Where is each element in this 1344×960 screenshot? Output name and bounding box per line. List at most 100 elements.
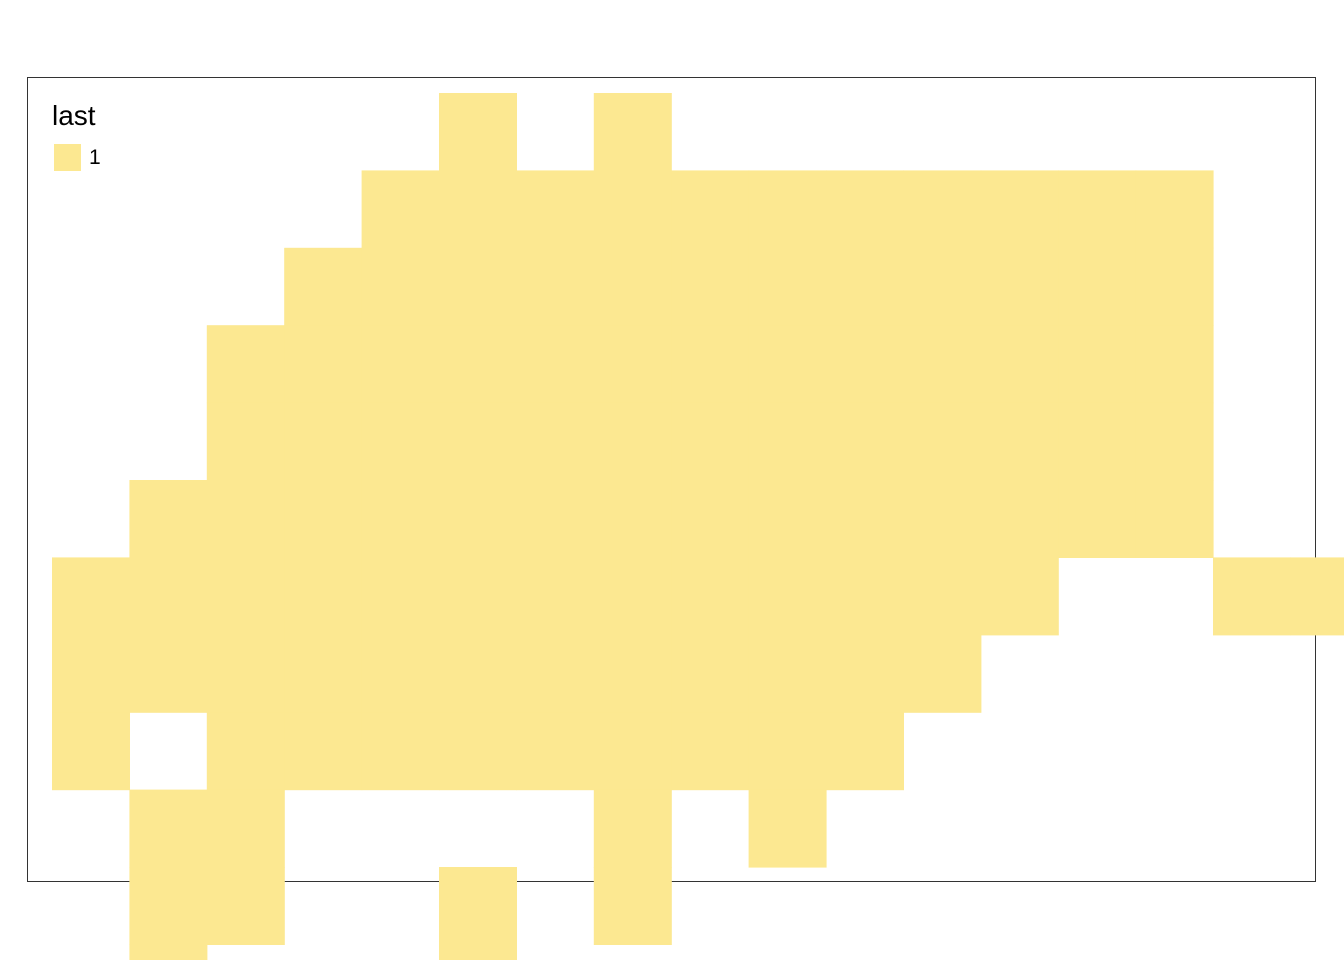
raster-cell <box>129 557 208 636</box>
raster-cell <box>439 712 517 791</box>
raster-cell <box>206 789 285 868</box>
legend: last 1 <box>52 102 101 171</box>
raster-cell <box>361 712 440 791</box>
raster-cell <box>206 402 285 481</box>
raster-cell <box>284 712 363 791</box>
raster-cell <box>671 170 750 249</box>
raster-cell <box>748 712 827 791</box>
raster-cell <box>593 712 672 791</box>
raster-cell <box>52 557 130 636</box>
raster-cell <box>284 634 363 713</box>
raster-cell <box>593 557 672 636</box>
raster-cell <box>439 944 517 960</box>
raster-cell <box>748 480 827 558</box>
raster-cell <box>284 557 363 636</box>
raster-cell <box>284 480 363 558</box>
raster-cell <box>903 557 982 636</box>
raster-cell <box>516 634 595 713</box>
raster-cell <box>284 402 363 481</box>
legend-title: last <box>52 100 96 131</box>
raster-cell <box>52 634 130 713</box>
raster-cell <box>439 325 517 404</box>
raster-cell <box>129 634 208 713</box>
raster-cell <box>671 712 750 791</box>
raster-cell <box>1058 402 1137 481</box>
raster-cell <box>1058 170 1137 249</box>
raster-cell <box>980 480 1059 558</box>
raster-cell <box>1213 557 1291 636</box>
raster-cell <box>980 402 1059 481</box>
raster-cell <box>206 325 285 404</box>
raster-cell <box>1058 325 1137 404</box>
raster-cell <box>593 634 672 713</box>
legend-label: 1 <box>89 145 101 169</box>
raster-cell <box>361 634 440 713</box>
raster-cell <box>129 867 208 945</box>
raster-cell <box>671 247 750 326</box>
raster-cell <box>361 480 440 558</box>
raster-cell <box>593 789 672 868</box>
raster-cell <box>361 557 440 636</box>
raster-cell <box>980 170 1059 249</box>
raster-cell <box>903 480 982 558</box>
raster-cell <box>206 712 285 791</box>
raster-cell <box>1058 247 1137 326</box>
raster-cell <box>516 480 595 558</box>
raster-cell <box>826 480 904 558</box>
raster-cell <box>284 247 363 326</box>
raster-cell <box>826 712 904 791</box>
raster-cell <box>593 170 672 249</box>
raster-cell <box>826 170 904 249</box>
raster-cell <box>439 402 517 481</box>
raster-cell <box>826 325 904 404</box>
raster-cell <box>129 944 208 960</box>
raster-cell <box>593 867 672 945</box>
raster-cell <box>980 247 1059 326</box>
raster-cell <box>516 557 595 636</box>
raster-cell <box>361 325 440 404</box>
raster-cell <box>439 634 517 713</box>
raster-cell <box>439 867 517 945</box>
raster-cell <box>1135 480 1214 558</box>
raster-cell <box>1290 557 1344 636</box>
raster-cell <box>671 634 750 713</box>
raster-cell <box>980 557 1059 636</box>
raster-cell <box>903 402 982 481</box>
legend-swatch <box>54 144 81 171</box>
raster-cell <box>439 170 517 249</box>
raster-cell <box>129 480 208 558</box>
raster-cell <box>748 557 827 636</box>
raster-cell <box>361 402 440 481</box>
raster-cell <box>903 170 982 249</box>
raster-cell <box>1135 402 1214 481</box>
raster-cell <box>361 247 440 326</box>
raster-cell <box>284 325 363 404</box>
raster-cell <box>748 247 827 326</box>
raster-cell <box>439 247 517 326</box>
raster-cell <box>52 712 130 791</box>
raster-cell <box>748 325 827 404</box>
raster-cell <box>593 93 672 171</box>
raster-cell <box>826 557 904 636</box>
raster-cell <box>748 170 827 249</box>
raster-cell <box>1135 247 1214 326</box>
raster-cell <box>748 402 827 481</box>
raster-cell <box>439 93 517 171</box>
raster-cell <box>516 247 595 326</box>
raster-cell <box>1058 480 1137 558</box>
raster-cell <box>129 789 208 868</box>
raster-cell <box>361 170 440 249</box>
raster-cell <box>748 789 827 868</box>
raster-cell <box>516 325 595 404</box>
raster-cell <box>671 480 750 558</box>
raster-cell <box>206 480 285 558</box>
raster-cell <box>671 402 750 481</box>
raster-cell <box>516 712 595 791</box>
raster-cell <box>593 247 672 326</box>
raster-cell <box>826 402 904 481</box>
raster-cell <box>980 325 1059 404</box>
raster-cell <box>206 867 285 945</box>
raster-cell <box>206 634 285 713</box>
raster-cell <box>516 402 595 481</box>
